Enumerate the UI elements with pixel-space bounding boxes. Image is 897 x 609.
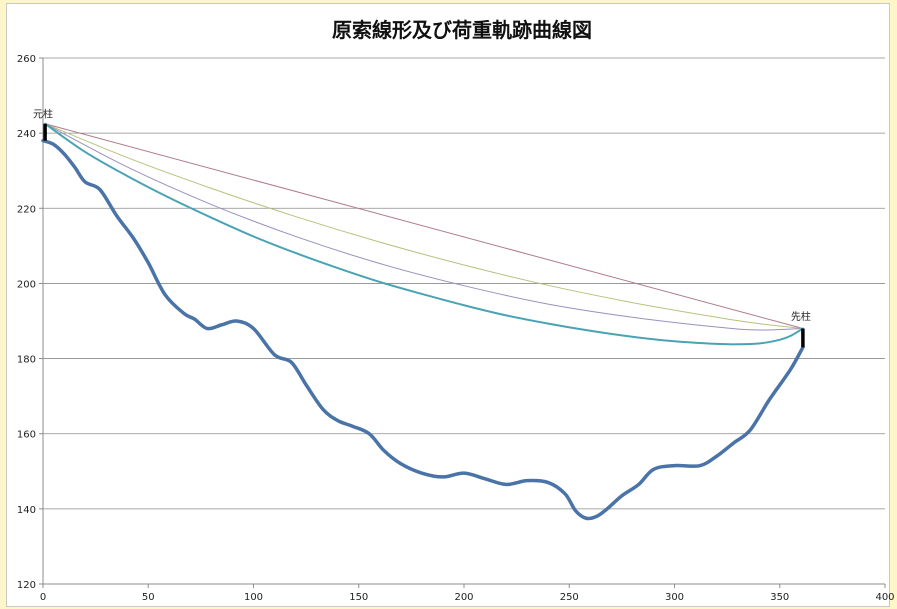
- x-tick-label-100: 100: [244, 592, 263, 603]
- series-line-5: [41, 138, 805, 521]
- annotation-label-1: 元柱: [33, 107, 53, 120]
- chart-title: 原索線形及び荷重軌跡曲線図: [332, 18, 592, 42]
- x-tick-label-250: 250: [560, 592, 579, 603]
- y-tick-labels: 120 140 160 180 200 220 240 260: [17, 54, 43, 591]
- series-group: [41, 122, 805, 521]
- x-tick-label-150: 150: [349, 592, 368, 603]
- y-tick-label-220: 220: [17, 204, 36, 215]
- series-line-4: [44, 122, 804, 346]
- x-tick-label-300: 300: [665, 592, 684, 603]
- series-line-1: [44, 123, 804, 330]
- series-line-2: [44, 123, 804, 330]
- grid-lines: [43, 57, 885, 510]
- x-tick-labels: 0 50 100 150 200 250 300 350 400: [40, 584, 895, 603]
- y-tick-label-140: 140: [17, 505, 36, 516]
- pole-markers: [43, 123, 805, 348]
- annotation-label-2: 先柱: [791, 310, 811, 323]
- chart-frame: [6, 3, 890, 607]
- x-tick-label-0: 0: [40, 592, 46, 603]
- x-tick-label-350: 350: [770, 592, 789, 603]
- y-tick-label-180: 180: [17, 355, 36, 366]
- series-line-3: [44, 123, 804, 331]
- y-tick-label-200: 200: [17, 279, 36, 290]
- x-tick-label-50: 50: [142, 592, 155, 603]
- axes: [42, 58, 885, 585]
- y-tick-label-160: 160: [17, 430, 36, 441]
- x-tick-label-400: 400: [875, 592, 894, 603]
- y-tick-label-260: 260: [17, 54, 36, 65]
- y-tick-label-120: 120: [17, 580, 36, 591]
- y-tick-label-240: 240: [17, 129, 36, 140]
- x-tick-label-200: 200: [454, 592, 473, 603]
